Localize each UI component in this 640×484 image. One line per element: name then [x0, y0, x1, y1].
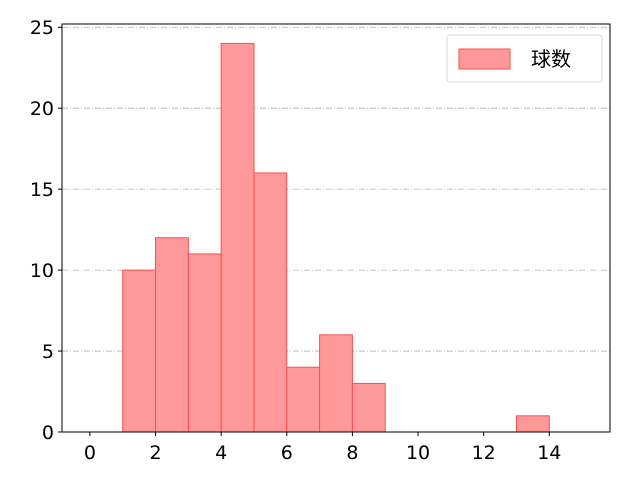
- x-tick-label: 8: [346, 442, 358, 464]
- bars: [122, 42, 550, 433]
- x-tick-label: 12: [472, 442, 496, 464]
- histogram-bar: [286, 366, 321, 433]
- histogram-bar: [351, 382, 386, 433]
- histogram-bar: [122, 269, 157, 433]
- x-axis: 0 2 4 6 8 10 12 14: [84, 432, 561, 464]
- y-axis: 0 5 10 15 20 25: [30, 17, 62, 444]
- legend-box: [446, 34, 603, 83]
- histogram-bar: [187, 253, 222, 433]
- x-tick-label: 0: [84, 442, 96, 464]
- histogram-bar: [220, 42, 255, 433]
- histogram-bar: [319, 334, 353, 433]
- x-tick-label: 4: [215, 442, 227, 464]
- legend: 球数: [446, 34, 603, 83]
- histogram-bar: [515, 415, 550, 433]
- y-tick-label: 5: [42, 341, 54, 363]
- x-tick-label: 10: [406, 442, 430, 464]
- y-tick-label: 15: [30, 179, 54, 201]
- y-tick-label: 10: [30, 260, 54, 282]
- histogram-bar: [253, 172, 288, 433]
- x-tick-label: 2: [149, 442, 161, 464]
- x-tick-label: 14: [537, 442, 561, 464]
- y-tick-label: 20: [30, 98, 54, 120]
- x-tick-label: 6: [281, 442, 293, 464]
- plot-frame: [61, 23, 611, 433]
- legend-label: 球数: [531, 47, 571, 71]
- y-tick-label: 25: [30, 17, 54, 39]
- histogram-bar: [155, 237, 189, 433]
- y-tick-label: 0: [42, 422, 54, 444]
- legend-swatch: [458, 48, 511, 70]
